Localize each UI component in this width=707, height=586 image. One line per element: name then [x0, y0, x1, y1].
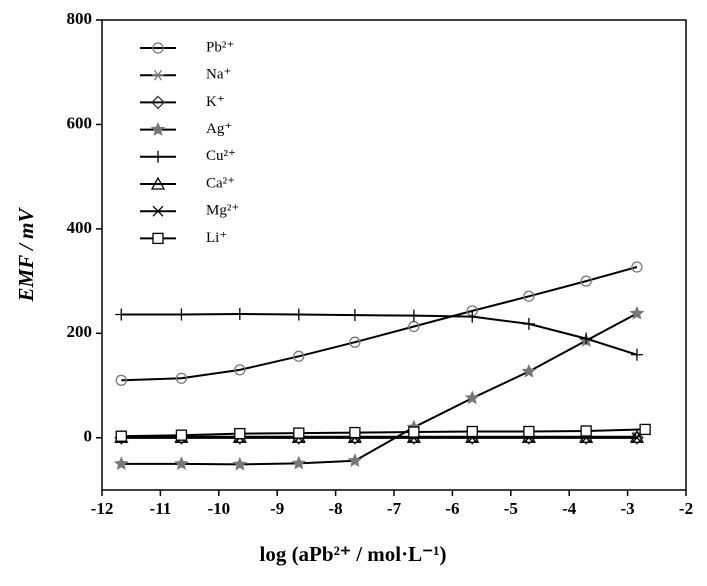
marker [175, 429, 188, 441]
legend-marker [152, 150, 164, 163]
marker [464, 390, 480, 405]
x-tick-label: -7 [387, 499, 402, 518]
x-tick-label: -9 [270, 499, 284, 518]
x-tick-label: -6 [445, 499, 459, 518]
marker [348, 309, 361, 322]
marker [466, 310, 479, 323]
marker [580, 275, 592, 287]
y-tick-label: 200 [67, 322, 93, 341]
x-tick-label: -8 [329, 499, 343, 518]
marker [521, 363, 537, 378]
legend-label: Na⁺ [206, 67, 231, 83]
y-axis-label: EMF / mV [14, 207, 38, 303]
series-line [121, 428, 646, 438]
marker [408, 426, 420, 438]
x-tick-label: -12 [91, 499, 114, 518]
x-tick-label: -2 [679, 499, 693, 518]
marker [175, 372, 188, 384]
legend-marker [150, 121, 166, 136]
x-tick-label: -5 [504, 499, 518, 518]
marker [630, 430, 644, 445]
marker [349, 336, 361, 348]
marker [466, 425, 478, 438]
marker [580, 332, 593, 345]
x-tick-label: -3 [621, 499, 635, 518]
marker [234, 427, 246, 440]
marker [174, 456, 189, 471]
legend-label: Pb²⁺ [206, 39, 234, 55]
series-line [121, 312, 638, 466]
x-tick-label: -10 [207, 499, 230, 518]
legend-marker [150, 176, 166, 190]
marker [292, 308, 305, 321]
marker [175, 308, 188, 321]
marker [113, 456, 129, 471]
legend-label: Ca²⁺ [206, 175, 235, 191]
marker [523, 290, 535, 302]
legend-label: Li⁺ [206, 230, 227, 246]
plot-frame [101, 19, 687, 491]
marker [629, 305, 645, 320]
marker [347, 453, 363, 467]
marker [291, 455, 307, 470]
y-tick-label: 800 [67, 9, 93, 28]
legend-label: K⁺ [206, 94, 225, 110]
legend-marker [152, 205, 164, 217]
marker [580, 425, 592, 437]
marker [579, 429, 594, 443]
marker [293, 427, 305, 439]
marker [629, 429, 645, 443]
x-axis-label: log (aPb²⁺ / mol·L⁻¹) [259, 542, 446, 566]
x-tick-label: -11 [150, 499, 172, 518]
legend-label: Mg²⁺ [206, 203, 239, 219]
marker [631, 261, 643, 273]
marker [115, 374, 127, 386]
marker [639, 423, 651, 436]
marker [523, 425, 535, 438]
legend-label: Ag⁺ [206, 121, 232, 137]
marker [293, 350, 305, 362]
legend-marker [152, 42, 164, 54]
legend-marker [152, 69, 164, 81]
series-line [121, 266, 638, 382]
marker [233, 308, 246, 321]
series-line [121, 312, 638, 356]
marker [349, 426, 361, 439]
legend-marker [151, 95, 165, 110]
marker [630, 348, 643, 361]
marker [234, 364, 246, 376]
marker [407, 309, 420, 322]
marker [115, 308, 128, 321]
y-tick-label: 600 [67, 113, 93, 132]
x-tick-label: -4 [562, 499, 577, 518]
y-tick-label: 400 [67, 218, 93, 237]
y-tick-label: 0 [84, 427, 93, 446]
marker [522, 317, 535, 330]
marker [232, 456, 248, 471]
legend-label: Cu²⁺ [206, 148, 236, 164]
marker [115, 430, 127, 442]
legend-marker [152, 232, 164, 245]
